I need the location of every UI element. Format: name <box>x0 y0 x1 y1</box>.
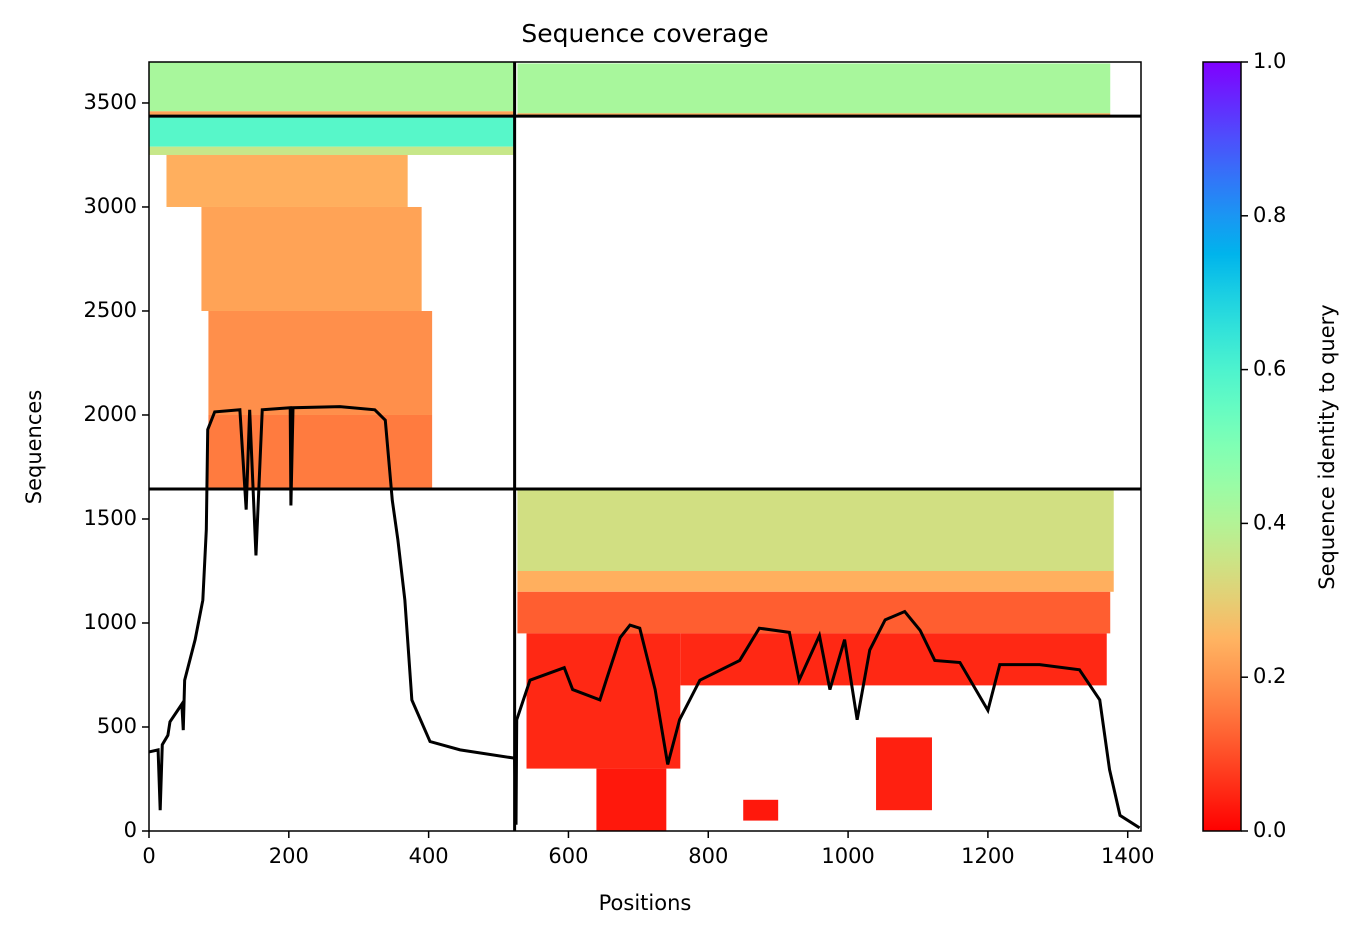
coverage-block <box>743 799 779 821</box>
y-tick-label: 500 <box>97 714 137 738</box>
coverage-block <box>680 633 1107 686</box>
coverage-block <box>208 414 433 490</box>
coverage-block <box>526 633 681 769</box>
x-tick-label: 800 <box>688 844 728 868</box>
coverage-block <box>517 489 1114 571</box>
x-tick-label: 1200 <box>961 844 1014 868</box>
coverage-line <box>148 405 1141 830</box>
x-tick-label: 1400 <box>1101 844 1154 868</box>
y-tick-label: 2000 <box>84 402 137 426</box>
colorbar <box>1202 61 1242 832</box>
coverage-block <box>166 154 408 207</box>
y-tick-label: 1500 <box>84 506 137 530</box>
coverage-block <box>149 146 515 155</box>
colorbar-label: Sequence identity to query <box>1315 304 1339 589</box>
colorbar-tick-label: 0.6 <box>1253 357 1286 381</box>
x-tick-label: 1000 <box>821 844 874 868</box>
coverage-block <box>149 111 515 116</box>
y-tick-label: 3000 <box>84 194 137 218</box>
coverage-block <box>201 206 422 311</box>
y-tick-label: 0 <box>124 818 137 842</box>
x-tick-label: 0 <box>142 844 155 868</box>
x-tick-label: 400 <box>409 844 449 868</box>
x-tick-label: 600 <box>548 844 588 868</box>
coverage-block <box>596 768 667 831</box>
coverage-block <box>149 116 515 147</box>
x-axis-label: Positions <box>599 891 692 915</box>
colorbar-tick-label: 0.8 <box>1253 203 1286 227</box>
coverage-block <box>517 591 1111 634</box>
y-tick-label: 1000 <box>84 610 137 634</box>
colorbar-tick-label: 0.0 <box>1253 818 1286 842</box>
chart-title: Sequence coverage <box>521 19 768 48</box>
y-axis-label: Sequences <box>22 390 46 505</box>
y-tick-label: 2500 <box>84 298 137 322</box>
coverage-block <box>517 63 1111 114</box>
coverage-block <box>517 570 1114 592</box>
x-tick-label: 200 <box>269 844 309 868</box>
coverage-block <box>876 737 932 811</box>
colorbar-tick-label: 1.0 <box>1253 49 1286 73</box>
colorbar-tick-label: 0.2 <box>1253 664 1286 688</box>
coverage-block <box>149 62 515 112</box>
y-tick-label: 3500 <box>84 90 137 114</box>
coverage-block <box>208 310 433 415</box>
plot-frame <box>148 61 1142 832</box>
colorbar-tick-label: 0.4 <box>1253 510 1286 534</box>
